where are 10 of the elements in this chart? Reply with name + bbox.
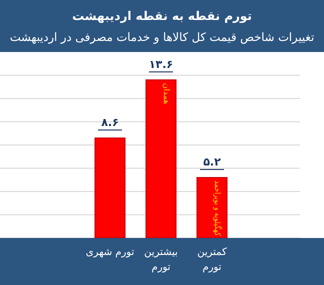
x-tick-label: تورم شهری (86, 247, 134, 258)
data-label: ۸.۶ (101, 116, 119, 130)
data-label: ۱۳.۶ (148, 58, 174, 71)
title: تورم نقطه به نقطه اردیبهشت (72, 9, 252, 23)
x-tick-label: بیشترین تورم (144, 247, 178, 273)
subtitle: تغییرات شاخص قیمت کل کالاها و خدمات مصرفی در اردیبهشت (10, 30, 314, 44)
annotation: همدان (162, 82, 171, 104)
annotation: کهگیلویه و بویراحمد (213, 180, 223, 246)
x-tick-label: کمترین تورم (197, 247, 227, 273)
data-label: ۵.۲ (203, 156, 222, 169)
